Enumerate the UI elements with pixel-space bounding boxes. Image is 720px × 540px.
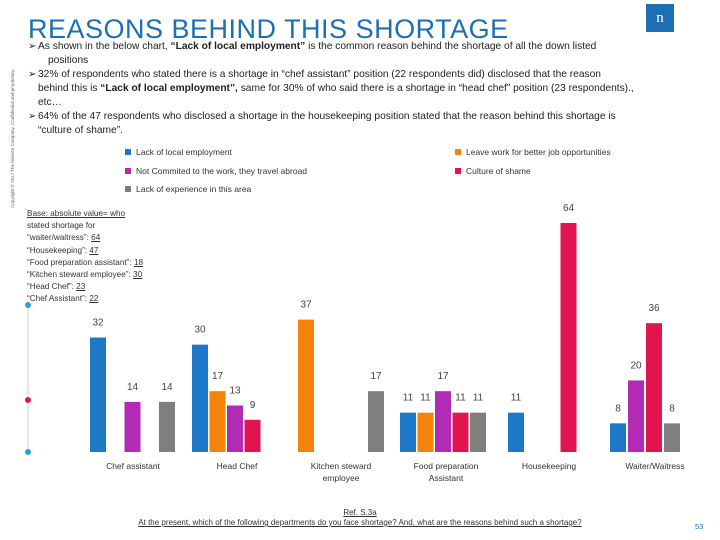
bar-lack-of-experience-in-this-area-5 [664,423,680,452]
legend-item: Lack of experience in this area [125,184,251,194]
bar-lack-of-local-employment-0 [90,337,106,452]
arrow-bullet-icon: ➢ [28,41,37,52]
bar-leave-work-for-better-job-opportunities-3 [417,412,434,452]
data-label: 14 [127,382,139,393]
category-label: Waiter/Waitress [625,461,684,471]
data-label: 17 [437,371,449,382]
bar-lack-of-local-employment-4 [508,412,524,452]
data-label: 8 [669,403,675,414]
bar-lack-of-experience-in-this-area-0 [159,401,175,452]
legend-swatch [455,149,461,155]
survey-question: At the present, which of the following d… [138,518,582,527]
bar-leave-work-for-better-job-opportunities-2 [298,319,314,452]
data-label: 9 [250,400,256,411]
legend-item: Culture of shame [455,166,531,176]
bar-lack-of-local-employment-5 [610,423,626,452]
data-label: 14 [161,382,173,393]
page-title: REASONS BEHIND THIS SHORTAGE [28,14,509,44]
bar-leave-work-for-better-job-opportunities-1 [209,391,226,452]
legend-item: Not Commited to the work, they travel ab… [125,166,307,176]
decor-dot [25,302,31,308]
data-label: 20 [630,360,642,371]
data-label: 11 [511,393,522,404]
bar-culture-of-shame-1 [244,419,261,452]
data-label: 11 [403,393,414,404]
data-label: 8 [615,403,621,414]
bar-culture-of-shame-5 [646,323,662,452]
arrow-bullet-icon: ➢ [28,111,37,122]
legend-item: Lack of local employment [125,147,232,157]
decor-dot [25,449,31,455]
legend-swatch [125,168,131,174]
data-label: 32 [92,318,104,329]
bar-lack-of-experience-in-this-area-2 [368,391,384,452]
legend-swatch [125,186,131,192]
reference-code: Ref. S.3a [343,508,377,517]
category-label: Chef assistant [106,461,160,471]
page-number: 53 [695,522,704,531]
bullet-3: ➢ 64% of the 47 respondents who disclosed… [28,111,616,136]
legend-swatch [455,168,461,174]
bar-culture-of-shame-3 [452,412,469,452]
data-label: 11 [455,393,466,404]
category-label: Kitchen steward employee [311,461,372,483]
bullet-2: ➢ 32% of respondents who stated there is … [28,69,634,108]
category-label: Housekeeping [522,461,577,471]
nielsen-logo: n [646,4,674,32]
legend-swatch [125,149,131,155]
bar-not-commited-to-the-work-they-travel-abroad-0 [124,401,141,452]
bar-not-commited-to-the-work-they-travel-abroad-1 [227,405,243,452]
data-label: 17 [212,371,224,382]
data-label: 11 [420,393,431,404]
base-note: Base: absolute value= who stated shortag… [27,209,144,304]
category-label: Head Chef [217,461,258,471]
data-label: 36 [648,303,660,314]
bar-lack-of-local-employment-3 [400,412,416,452]
footer-reference: Ref. S.3a At the present, which of the f… [0,508,720,528]
data-label: 64 [563,203,575,214]
data-label: 37 [300,300,312,311]
bullet-1: ➢ As shown in the below chart, “Lack of l… [28,41,597,66]
bar-lack-of-experience-in-this-area-3 [470,412,486,452]
bar-not-commited-to-the-work-they-travel-abroad-3 [435,391,451,452]
bullet-list: ➢ As shown in the below chart, “Lack of l… [28,40,688,138]
legend-item: Leave work for better job opportunities [455,147,611,157]
arrow-bullet-icon: ➢ [28,69,37,80]
category-label: Food preparation Assistant [414,461,479,483]
decor-dot [25,397,31,403]
data-label: 13 [229,385,241,396]
data-label: 11 [473,393,484,404]
bar-culture-of-shame-4 [560,223,577,452]
bar-not-commited-to-the-work-they-travel-abroad-5 [628,380,644,452]
data-label: 17 [370,371,382,382]
bar-lack-of-local-employment-1 [192,344,208,452]
data-label: 30 [194,325,206,336]
